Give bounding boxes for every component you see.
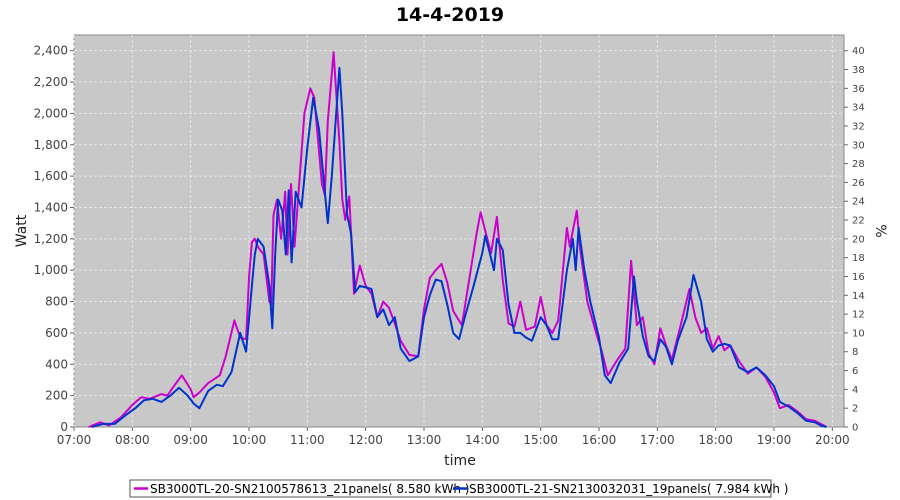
y2-tick-label: 20 xyxy=(852,234,865,245)
y2-tick-label: 14 xyxy=(852,291,865,302)
y2-tick-label: 36 xyxy=(852,84,865,95)
x-tick-label: 12:00 xyxy=(348,433,383,447)
y2-tick-label: 26 xyxy=(852,178,865,189)
legend-box xyxy=(129,479,772,498)
series-layer xyxy=(88,51,827,428)
x-tick-label: 10:00 xyxy=(232,433,267,447)
y-tick-label: 2,200 xyxy=(34,75,68,89)
y-tick-label: 1,800 xyxy=(34,138,68,152)
x-tick-label: 07:00 xyxy=(57,433,92,447)
y2-tick-label: 8 xyxy=(852,347,858,358)
x-tick-label: 15:00 xyxy=(523,433,558,447)
legend-label-2: SB3000TL-21-SN2130032031_19panels( 7.984… xyxy=(469,482,788,496)
y2-tick-label: 12 xyxy=(852,310,865,321)
legend: SB3000TL-20-SN2100578613_21panels( 8.580… xyxy=(129,479,788,498)
x-axis-ticks: 07:00 08:00 09:00 10:00 11:00 12:00 13:00 14:00… xyxy=(57,427,850,447)
y-tick-label: 400 xyxy=(45,357,68,371)
y2-tick-label: 24 xyxy=(852,197,865,208)
gridlines xyxy=(73,35,844,427)
y-tick-label: 2,400 xyxy=(34,44,68,58)
y-axis-ticks: 0 200 400 600 800 1,000 1,200 1,400 1,600 1,800 2,… xyxy=(34,44,74,434)
y2-tick-label: 40 xyxy=(852,46,865,57)
x-tick-label: 16:00 xyxy=(582,433,617,447)
x-tick-label: 19:00 xyxy=(757,433,792,447)
x-axis-label: time xyxy=(444,453,476,469)
y2-tick-label: 22 xyxy=(852,216,865,227)
y2-tick-label: 18 xyxy=(852,253,865,264)
y-axis-label: Watt xyxy=(14,214,30,247)
y-tick-label: 2,000 xyxy=(34,106,68,120)
x-tick-label: 18:00 xyxy=(698,433,733,447)
y2-tick-label: 32 xyxy=(852,121,865,132)
y2-tick-label: 34 xyxy=(852,103,865,114)
y2-tick-label: 4 xyxy=(852,385,858,396)
series-line-2 xyxy=(91,66,827,428)
x-tick-label: 17:00 xyxy=(640,433,675,447)
y2-tick-label: 2 xyxy=(852,404,858,415)
y2-tick-label: 0 xyxy=(852,423,858,434)
x-tick-label: 20:00 xyxy=(815,433,850,447)
x-tick-label: 09:00 xyxy=(173,433,208,447)
y-tick-label: 1,400 xyxy=(34,200,68,214)
y2-tick-label: 6 xyxy=(852,366,858,377)
y-tick-label: 600 xyxy=(45,326,68,340)
y2-tick-label: 38 xyxy=(852,65,865,76)
x-tick-label: 08:00 xyxy=(115,433,150,447)
legend-label-1: SB3000TL-20-SN2100578613_21panels( 8.580… xyxy=(150,482,469,496)
y2-axis-label: % xyxy=(872,224,888,237)
y-tick-label: 0 xyxy=(60,420,68,434)
x-tick-label: 11:00 xyxy=(290,433,325,447)
y-tick-label: 1,000 xyxy=(34,263,68,277)
series-line-1 xyxy=(88,51,827,428)
y-tick-label: 200 xyxy=(45,389,68,403)
y-tick-label: 1,200 xyxy=(34,232,68,246)
y2-tick-label: 30 xyxy=(852,140,865,151)
y2-tick-label: 28 xyxy=(852,159,865,170)
y-tick-label: 1,600 xyxy=(34,169,68,183)
y2-tick-label: 10 xyxy=(852,328,865,339)
plot-area xyxy=(73,34,845,428)
y2-tick-label: 16 xyxy=(852,272,865,283)
x-tick-label: 13:00 xyxy=(407,433,442,447)
x-tick-label: 14:00 xyxy=(465,433,500,447)
y-tick-label: 800 xyxy=(45,295,68,309)
chart-title: 14-4-2019 xyxy=(396,4,504,26)
